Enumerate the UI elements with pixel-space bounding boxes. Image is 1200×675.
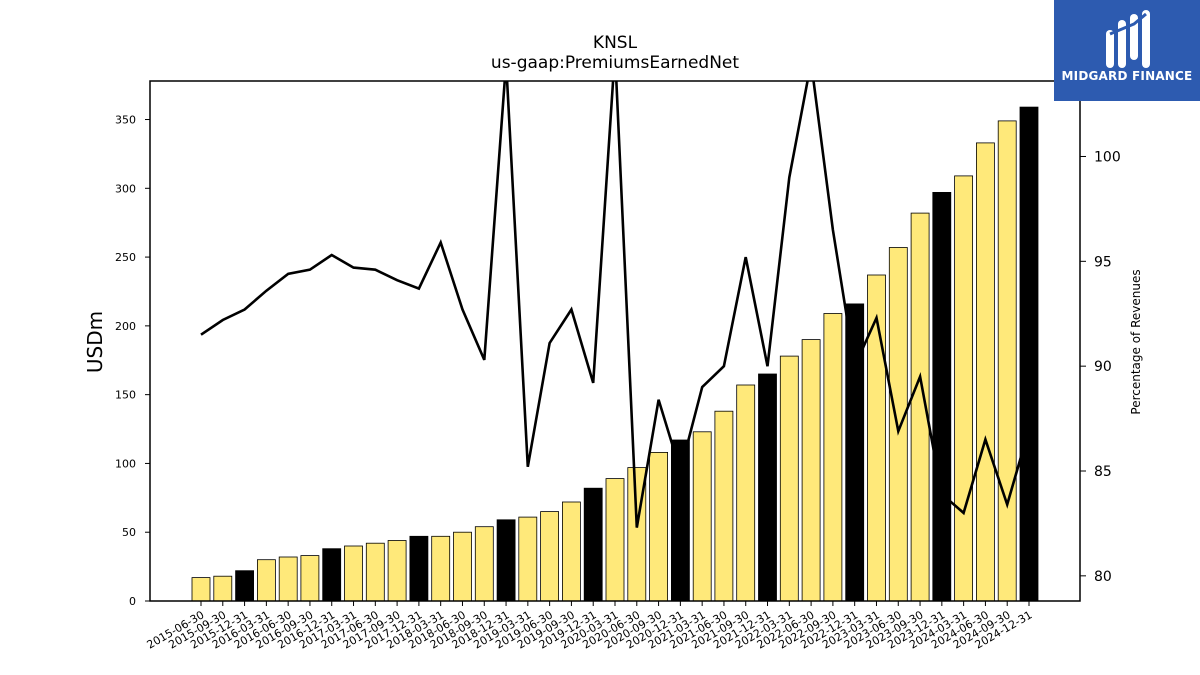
chart-title: KNSL [593,33,638,53]
bar [409,535,429,602]
bar [605,478,625,602]
bar [191,577,211,602]
y-tick-label: 300 [115,182,136,195]
bar [474,526,494,602]
bar [736,384,756,602]
bar [954,175,973,602]
bar [758,373,777,602]
bar [976,142,995,602]
bar [562,501,581,602]
bar [845,303,865,602]
bar [344,545,363,602]
y2-axis-ticks: 80 85 90 95 100 [1080,149,1121,585]
bar [235,570,255,602]
bar [583,487,603,602]
y-tick-label: 350 [115,114,136,127]
brand-logo: MIDGARD FINANCE [1054,0,1200,101]
bar [278,556,298,602]
bar [540,511,559,602]
bar [431,535,451,602]
bar [518,516,538,602]
bar [300,555,320,602]
bar [692,431,712,602]
y-axis-label: USDm [83,311,107,373]
bar [256,559,276,602]
bar [453,531,472,602]
bar [823,313,843,602]
y-tick-label: 150 [115,389,136,402]
brand-name: MIDGARD FINANCE [1061,69,1193,83]
y2-tick-label: 90 [1094,359,1112,375]
line-series [200,81,1031,528]
y2-tick-label: 95 [1094,254,1112,270]
bar [997,120,1017,602]
bar [649,451,668,602]
y2-tick-label: 80 [1094,569,1112,585]
bar [779,355,799,602]
percentage-line [200,81,1031,528]
bar [1019,106,1039,602]
bar [496,519,516,602]
bar [213,575,233,602]
x-axis-ticks: 2015-06-302015-09-302015-12-312016-03-31… [145,601,1035,652]
brand-logo-icon [1106,10,1150,68]
y-tick-label: 0 [129,595,136,608]
y2-axis-label: Percentage of Revenues [1129,269,1143,414]
y-tick-label: 250 [115,251,136,264]
y2-tick-label: 100 [1094,149,1121,165]
bar [888,247,908,602]
y-tick-label: 100 [115,457,136,470]
bar [714,410,734,602]
bar [387,540,407,602]
y-tick-label: 50 [122,526,136,539]
bar-series [191,106,1039,602]
chart-subtitle: us-gaap:PremiumsEarnedNet [491,53,739,73]
y2-tick-label: 85 [1094,464,1112,480]
y-axis-ticks: 0 50 100 150 200 250 300 350 [115,114,150,608]
y-tick-label: 200 [115,320,136,333]
bar [365,542,385,602]
bar [322,548,342,602]
bar [801,339,821,602]
bar [671,439,690,602]
bar [932,191,952,602]
